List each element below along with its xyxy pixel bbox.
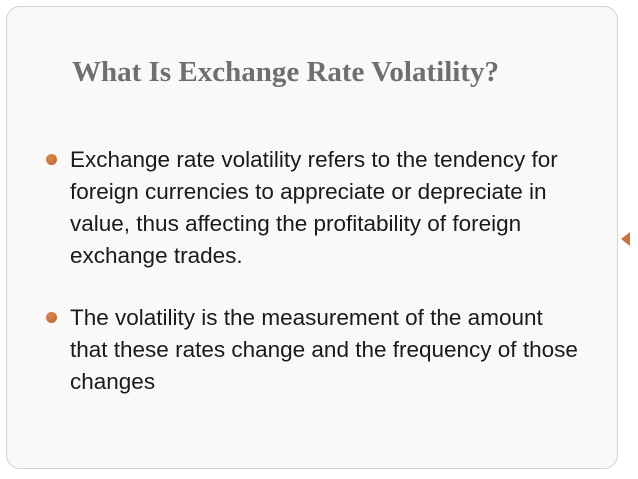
bullet-item: The volatility is the measurement of the…	[44, 302, 584, 398]
triangle-marker-icon	[621, 232, 630, 246]
bullet-list: Exchange rate volatility refers to the t…	[44, 144, 584, 398]
bullet-item: Exchange rate volatility refers to the t…	[44, 144, 584, 272]
bullet-text: Exchange rate volatility refers to the t…	[70, 147, 558, 268]
round-bullet-icon	[46, 312, 57, 323]
round-bullet-icon	[46, 154, 57, 165]
bullet-text: The volatility is the measurement of the…	[70, 305, 578, 394]
slide-title: What Is Exchange Rate Volatility?	[72, 56, 499, 88]
slide-frame	[6, 6, 618, 469]
